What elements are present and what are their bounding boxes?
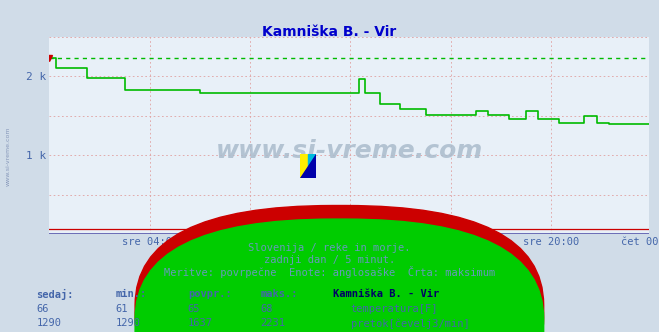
Text: sedaj:: sedaj:	[36, 289, 74, 300]
Text: www.si-vreme.com: www.si-vreme.com	[5, 126, 11, 186]
Text: 1637: 1637	[188, 318, 213, 328]
Text: 66: 66	[36, 304, 49, 314]
Bar	[308, 154, 316, 178]
Text: 61: 61	[115, 304, 128, 314]
Text: 65: 65	[188, 304, 200, 314]
Text: www.si-vreme.com: www.si-vreme.com	[215, 139, 483, 163]
Text: Slovenija / reke in morje.: Slovenija / reke in morje.	[248, 243, 411, 253]
Text: 2231: 2231	[260, 318, 285, 328]
Text: povpr.:: povpr.:	[188, 289, 231, 299]
Text: 1290: 1290	[115, 318, 140, 328]
Text: 68: 68	[260, 304, 273, 314]
Text: maks.:: maks.:	[260, 289, 298, 299]
Text: pretok[čevelj3/min]: pretok[čevelj3/min]	[351, 318, 469, 329]
Text: Meritve: povrpečne  Enote: anglosaške  Črta: maksimum: Meritve: povrpečne Enote: anglosaške Črt…	[164, 266, 495, 278]
Text: 1290: 1290	[36, 318, 61, 328]
Bar	[300, 154, 308, 178]
Text: Kamniška B. - Vir: Kamniška B. - Vir	[333, 289, 439, 299]
Text: Kamniška B. - Vir: Kamniška B. - Vir	[262, 25, 397, 39]
Text: temperatura[F]: temperatura[F]	[351, 304, 438, 314]
Text: min.:: min.:	[115, 289, 146, 299]
Text: zadnji dan / 5 minut.: zadnji dan / 5 minut.	[264, 255, 395, 265]
Polygon shape	[300, 154, 316, 178]
